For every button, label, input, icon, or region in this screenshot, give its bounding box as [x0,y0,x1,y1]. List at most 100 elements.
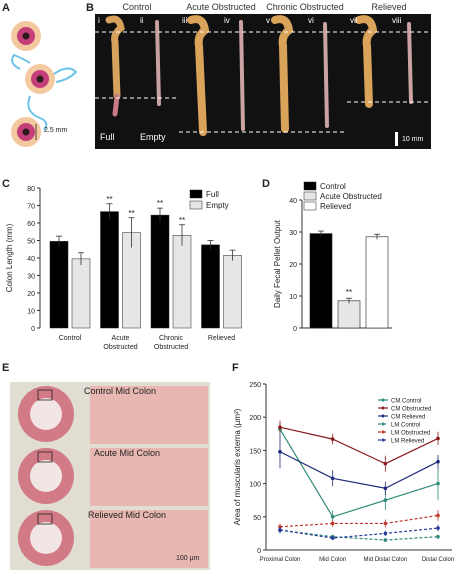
point-5-2 [383,531,388,536]
y-tick-label-4: 40 [27,256,35,263]
point-4-1 [330,521,335,526]
y-tick-label-4: 40 [289,198,297,205]
y-tick-label-3: 150 [249,448,261,455]
legend-label-5: LM Relieved [391,439,424,445]
y-tick-label-5: 50 [27,239,35,246]
point-0-2 [383,498,388,502]
y-axis-label: Area of muscularis externa (µm²) [233,408,242,525]
point-4-3 [436,513,440,518]
sig-marker-1-2: ** [179,216,185,225]
series-line-4 [279,514,439,528]
y-tick-label-3: 30 [27,274,35,281]
point-3-2 [383,538,388,542]
y-tick-label-2: 20 [289,262,297,269]
x-tick-label-2-0: Chronic [159,335,184,342]
panel-label-d: D [262,178,270,190]
legend-swatch-0 [303,181,317,191]
bar-0-1 [100,211,119,329]
colon-illustrations [95,15,431,146]
y-tick-label-0: 0 [293,326,297,333]
point-2-0 [278,449,282,454]
legend-swatch-1 [303,191,317,201]
sig-marker-0-2: ** [157,199,163,208]
bar-0 [309,233,333,329]
panel-label-e: E [2,362,10,374]
sig-marker-1-1: ** [128,209,134,218]
point-1-3 [436,436,440,441]
group-label-chronic: Chronic Obstructed [266,2,344,12]
legend-swatch-1 [189,200,203,210]
y-tick-label-2: 20 [27,291,35,298]
numeral-ii: ii [140,16,144,25]
series-line-2 [279,451,439,489]
panel-label-b: B [86,2,94,14]
panel-label-a: A [2,2,10,14]
y-tick-label-1: 10 [289,294,297,301]
y-axis-label: Colon Length (mm) [5,223,14,292]
group-label-relieved: Relieved [371,2,407,12]
x-tick-label-3-0: Relieved [208,335,235,342]
x-tick-label-1: Mid Colon [319,557,346,563]
bar-0-0 [49,241,69,329]
bar-2 [365,236,389,329]
point-5-0 [278,528,282,532]
point-5-3 [436,526,440,530]
x-tick-label-3: Distal Colon [422,557,454,563]
histology-images [10,382,210,570]
y-tick-label-0: 0 [257,548,261,555]
obstruction-schematic [11,21,78,147]
numeral-iv: iv [224,16,230,25]
colon-length-chart: 0 10 20 30 40 50 60 70 80 Colon Length (mm) Contro… [5,186,242,351]
bar-1-3 [223,255,242,329]
x-tick-label-0: Proximal Colon [260,557,301,563]
control-mid-colon-label: Control Mid Colon [84,386,157,396]
legend-marker-1 [381,406,385,410]
point-3-3 [436,534,440,539]
legend-label-0: Full [206,190,219,199]
numeral-v: v [266,16,270,25]
point-1-0 [278,425,282,429]
point-5-1 [330,536,335,540]
numeral-i: i [98,16,100,25]
scale-label-a: 2.5 mm [44,127,68,134]
series-line-0 [279,428,439,518]
x-tick-label-2-1: Obstructed [154,344,188,351]
muscularis-area-chart: 0 50 100 150 200 250 Area of muscularis extern… [233,382,454,563]
x-tick-label-1-1: Obstructed [103,344,137,351]
pellet-output-chart: 0 10 20 30 40 Daily Fecal Pellet Output ** Cont… [273,181,392,333]
legend-swatch-0 [189,189,203,199]
y-tick-label-4: 200 [249,415,261,422]
legend-label-4: LM Obstructed [391,431,430,437]
point-4-2 [383,521,388,526]
y-tick-label-2: 100 [249,482,261,489]
legend-label-0: CM Control [391,399,421,405]
x-tick-label-1-0: Acute [112,335,130,342]
y-tick-label-5: 250 [249,382,261,389]
series-line-5 [279,527,439,539]
scale-label-e: 100 µm [176,555,200,562]
bar-0-3 [201,244,220,329]
panel-label-f: F [232,362,239,374]
y-tick-label-8: 80 [27,186,35,193]
legend-label-2: CM Relieved [391,415,425,421]
y-tick-label-3: 30 [289,230,297,237]
numeral-iii: iii [182,16,188,25]
legend-label-1: Acute Obstructed [320,192,382,201]
legend-marker-0 [381,398,385,402]
legend-label-0: Control [320,182,346,191]
panel-label-c: C [2,178,10,190]
point-4-0 [278,524,282,529]
point-2-1 [330,476,335,481]
bar-1 [337,300,361,329]
point-2-3 [436,459,440,464]
legend-marker-3 [381,422,385,426]
legend-label-1: Empty [206,201,229,210]
acute-mid-colon-label: Acute Mid Colon [94,448,161,458]
bar-1-0 [71,258,91,329]
y-tick-label-1: 10 [27,309,35,316]
point-0-3 [436,481,440,486]
legend-label-2: Relieved [320,202,351,211]
sig-marker-0-1: ** [106,195,112,204]
legend-marker-4 [381,430,385,434]
series-line-1 [279,426,439,465]
